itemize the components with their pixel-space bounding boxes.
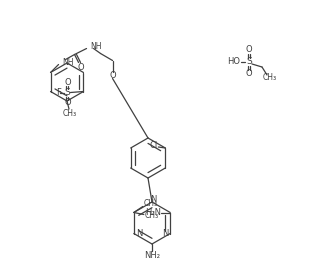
Text: N: N <box>136 229 142 238</box>
Text: O: O <box>64 98 71 107</box>
Text: NH: NH <box>90 42 102 51</box>
Text: O: O <box>246 69 252 78</box>
Text: S: S <box>246 57 252 66</box>
Text: F: F <box>56 88 61 97</box>
Text: HO: HO <box>228 57 240 66</box>
Text: N: N <box>162 229 168 238</box>
Text: S: S <box>64 88 70 97</box>
Text: CH₃: CH₃ <box>263 73 277 82</box>
Text: NH₂: NH₂ <box>144 251 160 260</box>
Text: CH₃: CH₃ <box>63 109 77 118</box>
Text: Cl: Cl <box>149 142 157 151</box>
Text: H₂N: H₂N <box>145 208 161 217</box>
Text: NH: NH <box>63 58 74 67</box>
Text: O: O <box>64 78 71 87</box>
Text: O: O <box>109 71 116 80</box>
Text: CH₃: CH₃ <box>144 199 158 208</box>
Text: CH₃: CH₃ <box>145 211 159 220</box>
Text: O: O <box>246 45 252 55</box>
Text: O: O <box>77 63 84 72</box>
Text: N: N <box>150 196 156 205</box>
